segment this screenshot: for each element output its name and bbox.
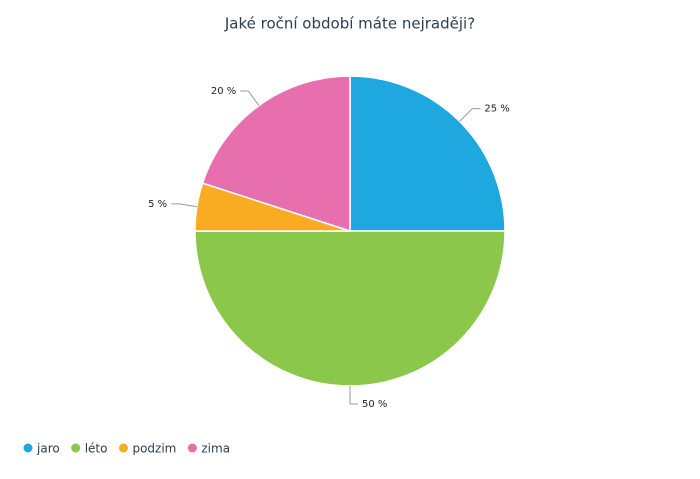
pie-slice: [349, 75, 506, 232]
legend-label: léto: [85, 442, 108, 456]
data-label: 50 %: [362, 399, 387, 410]
legend-label: podzim: [132, 442, 176, 456]
legend-marker: [71, 443, 81, 453]
pie-slice: [194, 230, 506, 387]
legend-marker: [187, 443, 197, 453]
legend-label: zima: [201, 442, 230, 456]
leader-line: [240, 90, 260, 106]
leader-line: [349, 386, 358, 405]
legend-label: jaro: [36, 442, 60, 456]
data-label: 25 %: [484, 104, 509, 115]
pie-slice: [201, 75, 351, 233]
data-label: 5 %: [148, 199, 167, 210]
legend-marker: [23, 443, 33, 453]
leader-line: [171, 203, 197, 208]
data-label: 20 %: [211, 86, 236, 97]
chart-title: Jaké roční období máte nejraději?: [224, 15, 475, 33]
leader-line: [459, 108, 481, 122]
legend-marker: [118, 443, 128, 453]
